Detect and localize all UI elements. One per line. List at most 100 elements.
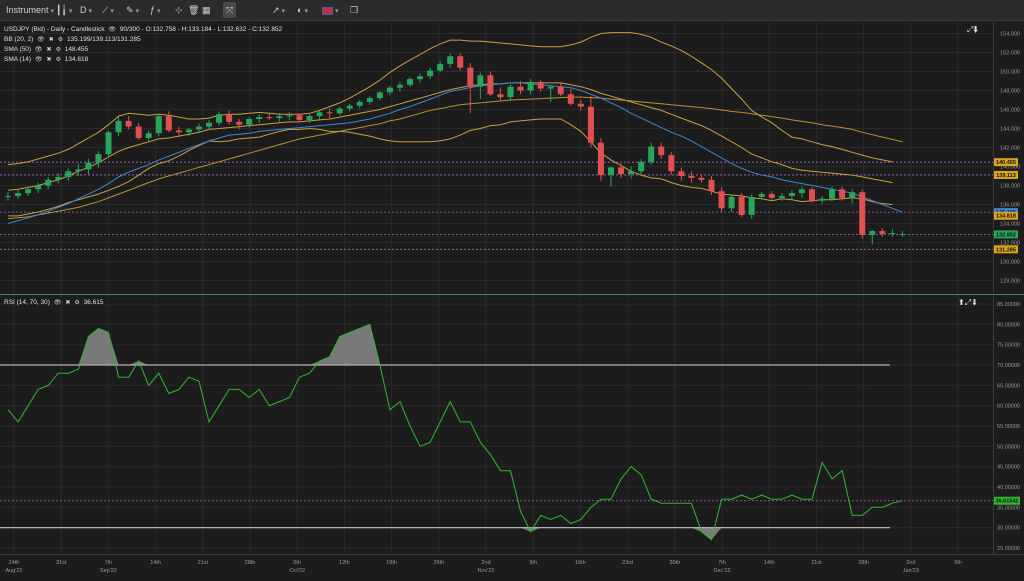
legend-main-values: 90/300 - O:132.758 - H:133.184 - L:132.6… bbox=[119, 26, 283, 33]
legend-rsi-value: 36.615 bbox=[83, 299, 104, 306]
gear-icon[interactable]: ⚙ bbox=[55, 57, 61, 63]
candle-body bbox=[457, 56, 464, 68]
legend-sma14: SMA (14) 👁 ✖ ⚙ 134.818 bbox=[4, 56, 88, 63]
candle-body bbox=[577, 103, 584, 107]
candle-body bbox=[226, 114, 233, 122]
legend-bb-values: 135.199/139.113/131.285 bbox=[66, 36, 141, 43]
delete-button[interactable]: 🗑 bbox=[188, 2, 199, 18]
rsi-tick-label: 65.00000 bbox=[997, 383, 1020, 389]
candle-body bbox=[738, 196, 745, 215]
time-tick-label: 16th bbox=[575, 560, 586, 566]
theme-button[interactable]: ◐ ▾ bbox=[297, 2, 308, 18]
timeframe-label: D bbox=[80, 5, 87, 15]
gear-icon[interactable]: ⚙ bbox=[74, 300, 80, 306]
price-tick-label: 134.000 bbox=[1000, 222, 1020, 228]
legend-sma14-name: SMA (14) bbox=[4, 56, 32, 63]
candle-body bbox=[879, 231, 886, 234]
timeframe-button[interactable]: D ▾ bbox=[80, 2, 92, 18]
candle-body bbox=[316, 112, 323, 117]
chevron-down-icon: ▾ bbox=[135, 8, 140, 15]
rsi-tick-label: 30.00000 bbox=[997, 526, 1020, 532]
candle-body bbox=[376, 92, 383, 99]
close-icon[interactable]: ✖ bbox=[48, 37, 54, 43]
chevron-down-icon: ▾ bbox=[50, 8, 55, 15]
price-tag bbox=[994, 230, 1018, 239]
rsi-pane-controls: ⬆⤢⬇ bbox=[958, 298, 978, 308]
draw-line-button[interactable]: ⟋ ▾ bbox=[102, 2, 114, 18]
candle-body bbox=[256, 117, 263, 119]
layout-button[interactable]: ▦ bbox=[202, 2, 211, 18]
rsi-axis[interactable]: 85.00000 80.00000 75.00000 70.00000 65.00000… bbox=[994, 302, 1020, 552]
price-grid bbox=[0, 22, 993, 554]
eye-icon[interactable]: 👁 bbox=[34, 47, 43, 53]
candle-body bbox=[417, 76, 424, 80]
price-axis[interactable]: 154.000 152.000 150.000 148.000 146.000 144.0… bbox=[994, 32, 1020, 285]
rsi-tick-label: 80.00000 bbox=[997, 322, 1020, 328]
time-tick-label: 7th bbox=[105, 560, 113, 566]
close-icon[interactable]: ✖ bbox=[46, 57, 52, 63]
candle-body bbox=[758, 194, 765, 197]
fit-screen-icon: ⤧ bbox=[226, 5, 234, 15]
eye-icon[interactable]: 👁 bbox=[108, 27, 117, 33]
rsi-tick-label: 85.00000 bbox=[997, 302, 1020, 308]
draw-pen-button[interactable]: ✎ ▾ bbox=[126, 2, 139, 18]
time-tick-label: 9th bbox=[954, 560, 962, 566]
time-tick-label: 31st bbox=[56, 560, 67, 566]
gear-icon[interactable]: ⚙ bbox=[55, 47, 61, 53]
candle-body bbox=[698, 177, 705, 180]
time-tick-label: 30th bbox=[669, 560, 680, 566]
fit-button[interactable]: ⤧ bbox=[223, 2, 237, 18]
time-tick-label: 21st bbox=[198, 560, 209, 566]
uk-flag-icon bbox=[322, 6, 333, 15]
legend-bb-name: BB (20, 2) bbox=[4, 36, 34, 43]
eye-icon[interactable]: 👁 bbox=[34, 57, 43, 63]
price-tag bbox=[994, 170, 1018, 179]
crosshair-button[interactable]: ⊹ bbox=[175, 2, 183, 18]
chart-type-button[interactable]: ┃╽ ▾ bbox=[56, 2, 72, 18]
candle-body bbox=[95, 154, 102, 163]
rsi-tick-label: 35.00000 bbox=[997, 505, 1020, 511]
main-pane-controls: ⤢⬇ bbox=[967, 25, 978, 35]
time-tick-month-label: Dec'22 bbox=[714, 568, 731, 574]
expand-icon[interactable]: ⤢ bbox=[967, 25, 974, 34]
price-tag-label: 131.285 bbox=[996, 247, 1016, 253]
indicators-button[interactable]: ƒ ▾ bbox=[150, 2, 161, 18]
close-icon[interactable]: ✖ bbox=[65, 300, 71, 306]
time-tick-label: 5th bbox=[293, 560, 301, 566]
arrow-up-icon[interactable]: ⬆ bbox=[958, 298, 965, 307]
candle-body bbox=[135, 126, 142, 138]
eye-icon[interactable]: 👁 bbox=[37, 37, 45, 43]
window-button[interactable]: ❐ bbox=[350, 2, 358, 18]
chart-canvas[interactable]: 154.000 152.000 150.000 148.000 146.000 144.0… bbox=[0, 22, 1024, 576]
language-button[interactable]: ▾ bbox=[322, 2, 339, 18]
candle-body bbox=[567, 94, 574, 104]
instrument-button[interactable]: Instrument ▾ bbox=[6, 2, 54, 18]
rsi-overbought-fill bbox=[309, 324, 380, 366]
expand-icon[interactable]: ⤢ bbox=[964, 298, 972, 307]
eye-icon[interactable]: 👁 bbox=[53, 300, 62, 306]
candle-body bbox=[859, 192, 866, 235]
price-tick-label: 128.000 bbox=[1000, 279, 1020, 285]
chart-area[interactable]: 154.000 152.000 150.000 148.000 146.000 144.0… bbox=[0, 22, 1024, 576]
gear-icon[interactable]: ⚙ bbox=[57, 37, 64, 43]
candle-body bbox=[145, 133, 152, 138]
close-icon[interactable]: ✖ bbox=[46, 47, 52, 53]
share-button[interactable]: ↗ ▾ bbox=[272, 2, 285, 18]
rsi-tick-label: 75.00000 bbox=[997, 343, 1020, 349]
candle-body bbox=[507, 86, 514, 98]
price-tick-label: 152.000 bbox=[1000, 51, 1020, 57]
rsi-indicator bbox=[0, 323, 993, 541]
candle-body bbox=[65, 171, 72, 177]
time-tick-label: 21st bbox=[811, 560, 822, 566]
legend-bb: BB (20, 2) 👁 ✖ ⚙ 135.199/139.113/131.285 bbox=[4, 36, 141, 43]
candlestick-icon: ┃╽ bbox=[56, 5, 67, 15]
price-tag-label: 140.455 bbox=[996, 160, 1016, 166]
time-axis[interactable]: 24th Aug'22 31st 7th Sep'22 14th 21st 28th 5th Oc… bbox=[6, 560, 962, 574]
time-tick-label: 2nd bbox=[481, 560, 490, 566]
candle-body bbox=[517, 86, 524, 91]
candle-body bbox=[718, 191, 725, 209]
arrow-down-icon[interactable]: ⬇ bbox=[973, 25, 979, 34]
candle-body bbox=[85, 162, 92, 170]
rsi-tick-label: 60.00000 bbox=[997, 404, 1020, 410]
arrow-down-icon[interactable]: ⬇ bbox=[971, 298, 978, 307]
